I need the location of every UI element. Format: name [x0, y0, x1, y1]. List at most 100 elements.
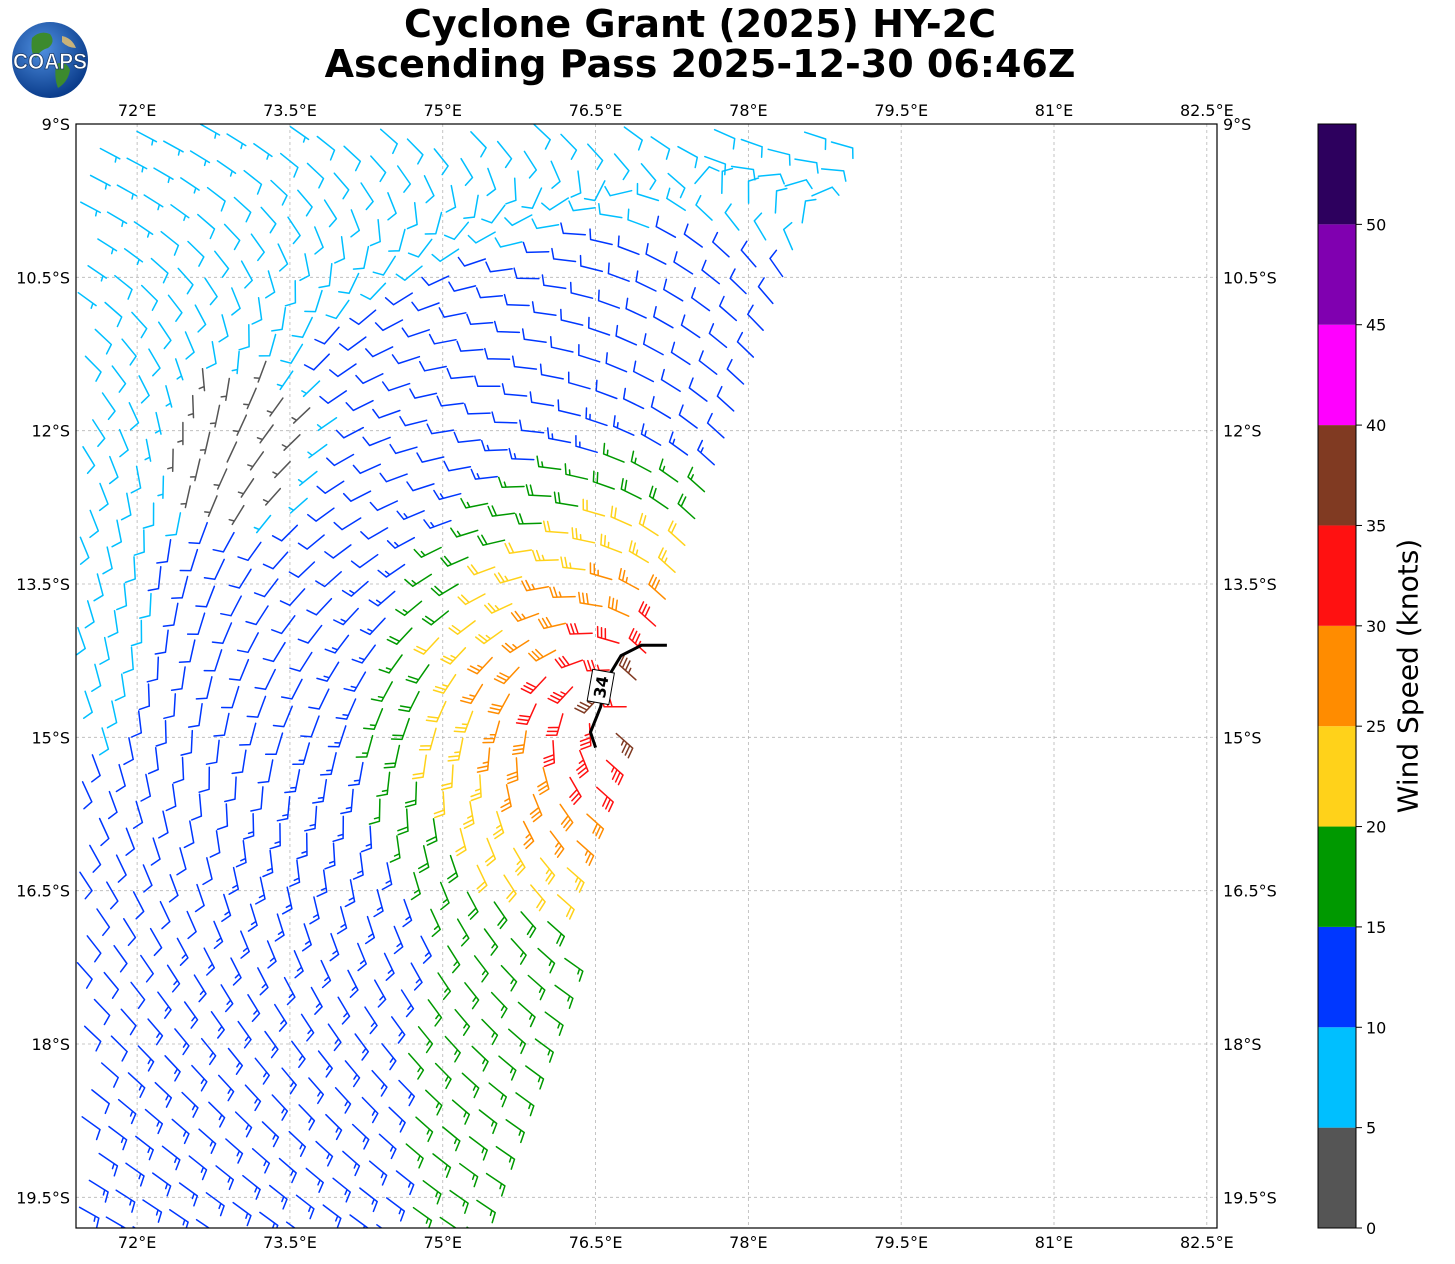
wind-barb — [368, 590, 396, 607]
wind-barb — [195, 1218, 211, 1228]
wind-barb — [327, 1023, 342, 1052]
wind-barb — [316, 869, 328, 898]
wind-barb — [484, 837, 497, 867]
wind-barb — [522, 241, 550, 254]
wind-barb — [430, 583, 459, 597]
lat-tick-label-left: 15°S — [31, 728, 70, 747]
wind-barb — [187, 702, 203, 728]
wind-barb — [240, 260, 253, 289]
wind-barb — [231, 749, 247, 775]
wind-barb — [224, 776, 237, 803]
colorbar-tick-label: 30 — [1366, 617, 1386, 636]
wind-barb — [529, 793, 543, 823]
wind-barb — [513, 267, 540, 280]
wind-barb — [116, 583, 128, 611]
lon-tick-label-bottom: 72°E — [118, 1233, 156, 1252]
wind-barb — [143, 194, 164, 211]
wind-barb — [334, 1087, 352, 1114]
wind-barb — [96, 908, 111, 937]
wind-barb — [208, 1101, 226, 1128]
wind-barb — [338, 336, 367, 351]
wind-barb — [319, 752, 337, 776]
wind-barb — [184, 331, 195, 360]
wind-barb — [347, 761, 364, 787]
lon-tick-label-bottom: 81°E — [1035, 1233, 1073, 1252]
wind-barb — [226, 133, 247, 150]
wind-barb — [251, 297, 263, 325]
wind-barb — [531, 301, 557, 317]
wind-barb — [240, 930, 250, 959]
wind-barb — [378, 654, 403, 674]
wind-barb — [324, 634, 350, 654]
contour-label-box — [586, 668, 615, 706]
wind-barb — [373, 889, 384, 918]
wind-barb — [426, 818, 438, 846]
wind-barb — [784, 179, 813, 190]
wind-barb — [425, 1089, 443, 1116]
wind-barb — [376, 1224, 383, 1228]
wind-barb — [99, 147, 121, 163]
wind-barb — [276, 795, 291, 822]
wind-barb — [550, 160, 561, 189]
wind-barb — [673, 251, 694, 275]
wind-barb — [721, 167, 734, 195]
wind-barb — [485, 261, 513, 273]
wind-barb — [280, 343, 304, 364]
wind-barb — [295, 1194, 315, 1220]
wind-barb — [228, 504, 245, 526]
wind-barb — [718, 295, 738, 322]
wind-barb — [484, 347, 511, 361]
wind-barb — [314, 226, 324, 255]
wind-barb — [81, 1116, 101, 1141]
wind-barb — [439, 881, 450, 911]
wind-barb — [172, 756, 185, 784]
wind-barb — [107, 790, 118, 820]
wind-barb — [298, 1104, 316, 1131]
wind-barb — [155, 720, 167, 747]
wind-barb — [364, 915, 376, 945]
wind-barb — [232, 414, 248, 436]
wind-barb — [297, 534, 325, 550]
wind-barb — [350, 209, 361, 238]
wind-barb — [579, 254, 604, 273]
wind-barb — [381, 862, 393, 891]
wind-barb — [262, 641, 286, 663]
wind-barb — [317, 1050, 333, 1078]
wind-barb — [487, 693, 510, 715]
wind-barb — [407, 238, 433, 258]
wind-barb — [218, 314, 229, 343]
colorbar-segment — [1318, 425, 1356, 526]
lat-tick-label-right: 15°S — [1223, 728, 1262, 747]
wind-barb — [140, 284, 159, 311]
wind-barb — [198, 1128, 217, 1154]
wind-barb — [423, 519, 452, 529]
wind-barb — [667, 520, 686, 547]
wind-barb — [123, 248, 144, 266]
wind-barb — [261, 1121, 280, 1148]
wind-barb — [254, 1057, 270, 1085]
wind-barb — [747, 304, 764, 331]
wind-barb — [297, 189, 313, 217]
wind-barb — [232, 1201, 252, 1227]
wind-barb — [296, 832, 308, 860]
wind-barb — [327, 725, 347, 748]
wind-barb — [467, 564, 496, 576]
wind-barb — [340, 788, 354, 815]
wind-barb — [306, 162, 325, 189]
wind-barb — [242, 813, 255, 840]
wind-barb — [638, 512, 659, 537]
wind-barb — [104, 301, 123, 328]
wind-barb — [397, 808, 409, 836]
colorbar-tick-label: 35 — [1366, 516, 1386, 535]
wind-barb — [388, 228, 406, 252]
wind-barb — [450, 527, 479, 538]
wind-barb — [638, 601, 657, 627]
wind-barb — [140, 773, 152, 802]
wind-barb — [476, 864, 488, 894]
wind-barb — [678, 404, 698, 429]
wind-barb — [103, 971, 120, 999]
wind-barb — [168, 874, 179, 903]
wind-barb — [165, 385, 173, 408]
wind-barb — [326, 453, 355, 467]
